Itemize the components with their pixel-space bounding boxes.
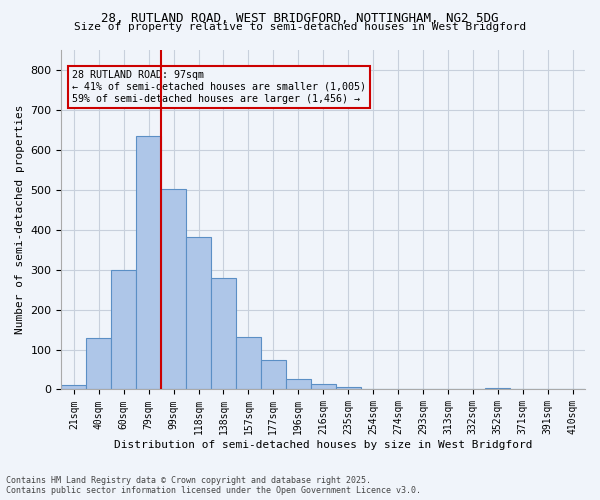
Bar [211,278,236,390]
Bar [236,337,261,390]
Bar [485,388,510,390]
Bar [261,360,286,390]
Y-axis label: Number of semi-detached properties: Number of semi-detached properties [15,105,25,334]
X-axis label: Distribution of semi-detached houses by size in West Bridgford: Distribution of semi-detached houses by … [114,440,532,450]
Text: Contains HM Land Registry data © Crown copyright and database right 2025.
Contai: Contains HM Land Registry data © Crown c… [6,476,421,495]
Bar [86,338,111,390]
Bar [335,388,361,390]
Text: 28, RUTLAND ROAD, WEST BRIDGFORD, NOTTINGHAM, NG2 5DG: 28, RUTLAND ROAD, WEST BRIDGFORD, NOTTIN… [101,12,499,26]
Bar [136,136,161,390]
Text: Size of property relative to semi-detached houses in West Bridgford: Size of property relative to semi-detach… [74,22,526,32]
Bar [161,188,186,390]
Bar [311,384,335,390]
Bar [186,236,211,390]
Bar [286,380,311,390]
Bar [111,270,136,390]
Bar [61,386,86,390]
Text: 28 RUTLAND ROAD: 97sqm
← 41% of semi-detached houses are smaller (1,005)
59% of : 28 RUTLAND ROAD: 97sqm ← 41% of semi-det… [72,70,366,104]
